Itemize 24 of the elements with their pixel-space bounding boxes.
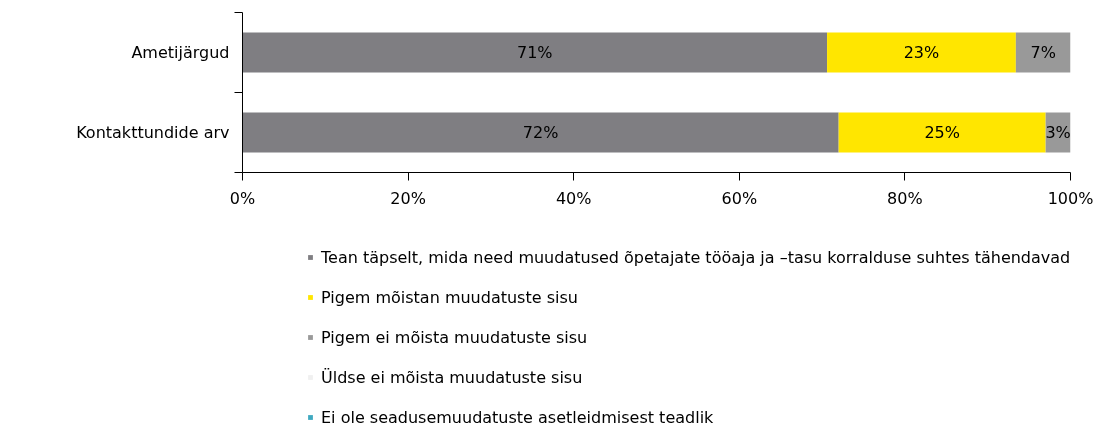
bar (242, 112, 839, 153)
data-label: 3% (1045, 123, 1071, 142)
x-tick-label: 80% (887, 188, 923, 208)
bar (838, 112, 1046, 153)
data-label: 72% (522, 123, 559, 142)
data-label: 71% (517, 43, 553, 62)
x-tick-label: 100% (1047, 188, 1094, 208)
legend-label: Pigem ei mõista muudatuste sisu (321, 327, 588, 347)
x-tick-label: 40% (555, 188, 592, 208)
y-tick-label: Ametijärgud (131, 43, 230, 62)
x-tick-label: 0% (229, 188, 256, 208)
data-label: 25% (924, 123, 960, 142)
legend-label: Tean täpselt, mida need muudatused õpetajate tööaja ja –tasu korralduse suhtes tähendavad (321, 247, 1071, 267)
legend-label: Ei ole seadusemuudatuste asetleidmisest teadlik (321, 407, 714, 427)
y-tick-label: Kontakttundide arv (76, 123, 230, 142)
data-label: 7% (1030, 43, 1056, 62)
bar (242, 32, 828, 73)
bar (827, 32, 1016, 73)
legend-label: Üldse ei mõista muudatuste sisu (321, 367, 583, 387)
x-tick-label: 60% (721, 188, 758, 208)
bar (1015, 32, 1071, 73)
legend-label: Pigem mõistan muudatuste sisu (321, 287, 578, 307)
x-tick-label: 20% (390, 188, 426, 208)
data-label: 23% (903, 43, 940, 62)
